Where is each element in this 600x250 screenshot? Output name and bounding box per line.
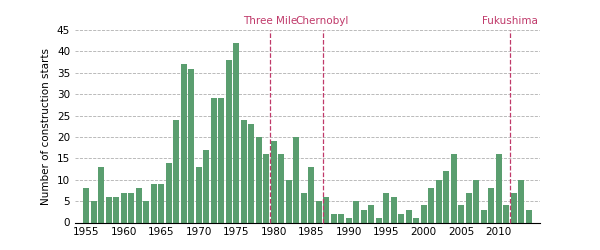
Bar bbox=[83, 188, 89, 222]
Bar bbox=[263, 154, 269, 222]
Bar bbox=[488, 188, 494, 222]
Bar bbox=[226, 60, 232, 222]
Bar bbox=[248, 124, 254, 222]
Bar bbox=[256, 137, 262, 222]
Bar bbox=[361, 210, 367, 222]
Bar bbox=[496, 154, 502, 222]
Text: Fukushima: Fukushima bbox=[482, 16, 538, 26]
Bar bbox=[166, 162, 172, 222]
Text: Daiichi: Daiichi bbox=[492, 0, 528, 1]
Bar bbox=[241, 120, 247, 222]
Bar bbox=[301, 192, 307, 222]
Bar bbox=[293, 137, 299, 222]
Bar bbox=[196, 167, 202, 222]
Bar bbox=[518, 180, 524, 222]
Bar bbox=[473, 180, 479, 222]
Bar bbox=[286, 180, 292, 222]
Bar bbox=[331, 214, 337, 222]
Bar bbox=[323, 197, 329, 222]
Bar bbox=[143, 201, 149, 222]
Bar bbox=[136, 188, 142, 222]
Bar bbox=[106, 197, 112, 222]
Bar bbox=[278, 154, 284, 222]
Bar bbox=[511, 192, 517, 222]
Y-axis label: Number of construction starts: Number of construction starts bbox=[41, 48, 52, 205]
Bar bbox=[398, 214, 404, 222]
Bar bbox=[173, 120, 179, 222]
Bar bbox=[421, 206, 427, 222]
Bar bbox=[443, 171, 449, 222]
Bar bbox=[413, 218, 419, 222]
Bar bbox=[338, 214, 344, 222]
Text: Three Mile: Three Mile bbox=[243, 16, 297, 26]
Bar bbox=[428, 188, 434, 222]
Bar bbox=[188, 68, 194, 222]
Bar bbox=[368, 206, 374, 222]
Bar bbox=[308, 167, 314, 222]
Bar bbox=[376, 218, 382, 222]
Bar bbox=[481, 210, 487, 222]
Bar bbox=[391, 197, 397, 222]
Bar bbox=[91, 201, 97, 222]
Bar bbox=[271, 141, 277, 222]
Bar bbox=[458, 206, 464, 222]
Bar bbox=[466, 192, 472, 222]
Bar bbox=[121, 192, 127, 222]
Bar bbox=[151, 184, 157, 222]
Bar bbox=[436, 180, 442, 222]
Bar bbox=[218, 98, 224, 222]
Bar bbox=[158, 184, 164, 222]
Bar bbox=[526, 210, 532, 222]
Bar bbox=[451, 154, 457, 222]
Bar bbox=[316, 201, 322, 222]
Bar bbox=[203, 150, 209, 222]
Bar bbox=[181, 64, 187, 222]
Bar bbox=[383, 192, 389, 222]
Bar bbox=[233, 43, 239, 222]
Bar bbox=[128, 192, 134, 222]
Bar bbox=[406, 210, 412, 222]
Bar bbox=[113, 197, 119, 222]
Text: Chernobyl: Chernobyl bbox=[296, 16, 349, 26]
Bar bbox=[98, 167, 104, 222]
Bar bbox=[211, 98, 217, 222]
Text: Island: Island bbox=[254, 0, 286, 1]
Bar bbox=[353, 201, 359, 222]
Bar bbox=[346, 218, 352, 222]
Bar bbox=[503, 206, 509, 222]
